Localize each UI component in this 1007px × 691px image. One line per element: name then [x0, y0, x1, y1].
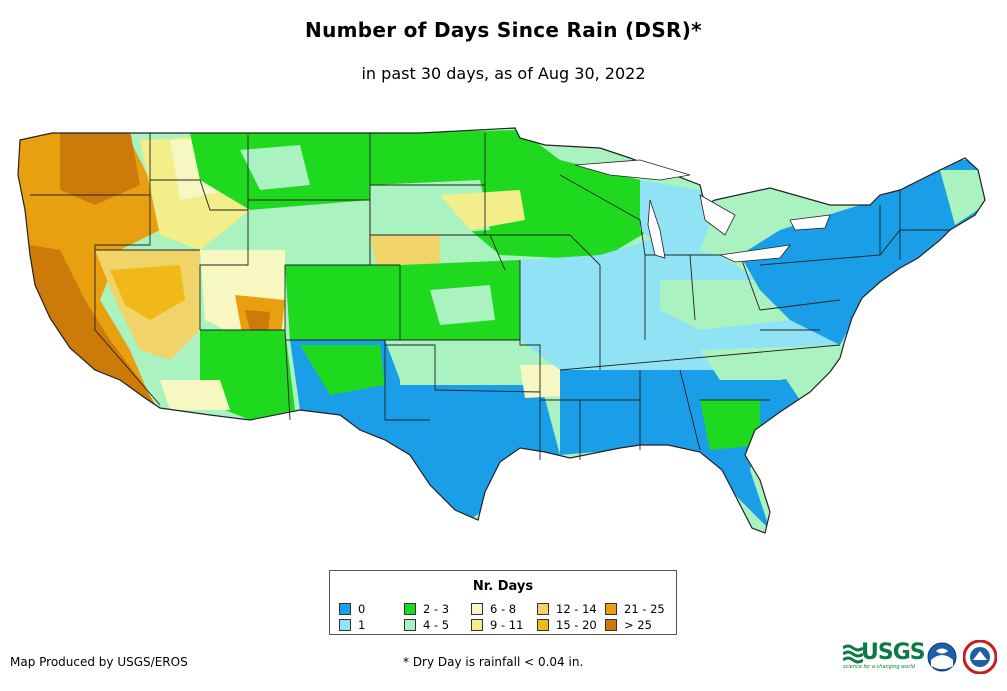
conus-outline: [17, 127, 986, 534]
footnote-text: * Dry Day is rainfall < 0.04 in.: [403, 655, 584, 669]
legend-title: Nr. Days: [472, 579, 534, 594]
legend-label-0: 0: [358, 602, 366, 616]
dsr-categories: [18, 128, 985, 533]
region-oklahoma-4-5: [400, 345, 545, 385]
credit-text: Map Produced by USGS/EROS: [10, 655, 188, 669]
legend-label-2-3: 2 - 3: [423, 602, 450, 616]
region-montana-4-5: [240, 145, 310, 190]
legend-swatch-21-25: [605, 603, 617, 615]
agency-logos: USGS science for a changing world: [843, 640, 1003, 676]
region-new-mexico-2-3: [300, 345, 385, 395]
usgs-wave-icon: [843, 644, 863, 664]
legend-swatch-gt25: [605, 619, 617, 631]
region-oregon-gt25: [60, 130, 140, 205]
legend-swatch-0: [339, 603, 351, 615]
region-colorado-2-3: [285, 265, 400, 340]
map-subtitle: in past 30 days, as of Aug 30, 2022: [361, 64, 646, 83]
legend-swatch-9-11: [471, 619, 483, 631]
legend-label-12-14: 12 - 14: [556, 602, 597, 616]
legend-label-4-5: 4 - 5: [423, 618, 450, 632]
dsr-map: [17, 127, 986, 534]
legend-swatch-1: [339, 619, 351, 631]
region-nevada-15-20: [110, 265, 185, 320]
region-georgia-2-3: [700, 400, 760, 450]
usgs-tagline: science for a changing world: [843, 664, 915, 670]
region-northeast-0: [740, 160, 985, 345]
legend-label-gt25: > 25: [624, 618, 652, 632]
map-title: Number of Days Since Rain (DSR)*: [305, 18, 702, 42]
legend-swatch-12-14: [537, 603, 549, 615]
region-arizona-6-8: [160, 380, 230, 410]
legend-swatch-4-5: [404, 619, 416, 631]
region-kansas-4-5: [430, 285, 495, 325]
noaa-logo-icon: [927, 642, 957, 672]
great-lakes: [574, 159, 831, 263]
usgs-logo: USGS: [861, 640, 926, 665]
legend-label-1: 1: [358, 618, 366, 632]
region-carolinas-4-5: [700, 345, 840, 380]
legend-swatch-15-20: [537, 619, 549, 631]
region-utah-gt25: [245, 310, 270, 332]
legend-label-6-8: 6 - 8: [490, 602, 517, 616]
legend-swatch-6-8: [471, 603, 483, 615]
region-dakota-9-11: [440, 190, 525, 230]
nws-logo-icon: [963, 640, 997, 674]
legend-label-9-11: 9 - 11: [490, 618, 524, 632]
region-maine-4-5: [940, 170, 985, 225]
legend: Nr. Days 0 1 2 - 3 4 - 5 6 - 8 9 - 11 12…: [329, 570, 677, 635]
legend-label-21-25: 21 - 25: [624, 602, 665, 616]
legend-label-15-20: 15 - 20: [556, 618, 597, 632]
legend-swatch-2-3: [404, 603, 416, 615]
state-borders: [30, 133, 950, 460]
